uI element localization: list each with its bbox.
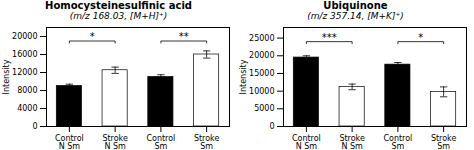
svg-text:StrokeN Sm: StrokeN Sm (102, 134, 128, 150)
svg-text:**: ** (179, 31, 189, 42)
svg-text:*: * (90, 31, 95, 42)
svg-text:Intensity: Intensity (2, 59, 11, 94)
svg-text:20000: 20000 (249, 51, 274, 60)
svg-text:8000: 8000 (17, 86, 37, 95)
svg-text:16000: 16000 (12, 50, 37, 59)
svg-text:StrokeN Sm: StrokeN Sm (339, 134, 365, 150)
svg-text:Intensity: Intensity (239, 59, 248, 94)
svg-text:4000: 4000 (17, 104, 37, 113)
svg-text:***: *** (322, 32, 337, 43)
html-text:(m/z 168.03, [M+H]⁺): (m/z 168.03, [M+H]⁺) (69, 11, 168, 21)
html-text:Ubiquinone: Ubiquinone (323, 0, 388, 11)
svg-text:0: 0 (269, 122, 274, 131)
html-text:(m/z 357.14, [M+K]⁺): (m/z 357.14, [M+K]⁺) (307, 11, 404, 21)
svg-text:ControlSm: ControlSm (146, 134, 175, 150)
svg-text:15000: 15000 (249, 69, 274, 78)
svg-text:StrokeSm: StrokeSm (194, 134, 220, 150)
svg-text:10000: 10000 (249, 87, 274, 96)
svg-text:25000: 25000 (249, 34, 274, 43)
svg-text:ControlN Sm: ControlN Sm (292, 134, 321, 150)
svg-text:5000: 5000 (254, 104, 274, 113)
html-text:Homocysteinesulfinic acid: Homocysteinesulfinic acid (45, 0, 192, 11)
svg-text:ControlSm: ControlSm (383, 134, 412, 150)
svg-text:*: * (418, 32, 423, 43)
svg-text:ControlN Sm: ControlN Sm (55, 134, 84, 150)
svg-text:12000: 12000 (12, 68, 37, 77)
svg-text:StrokeSm: StrokeSm (431, 134, 457, 150)
svg-text:20000: 20000 (12, 32, 37, 41)
svg-text:0: 0 (32, 122, 37, 131)
